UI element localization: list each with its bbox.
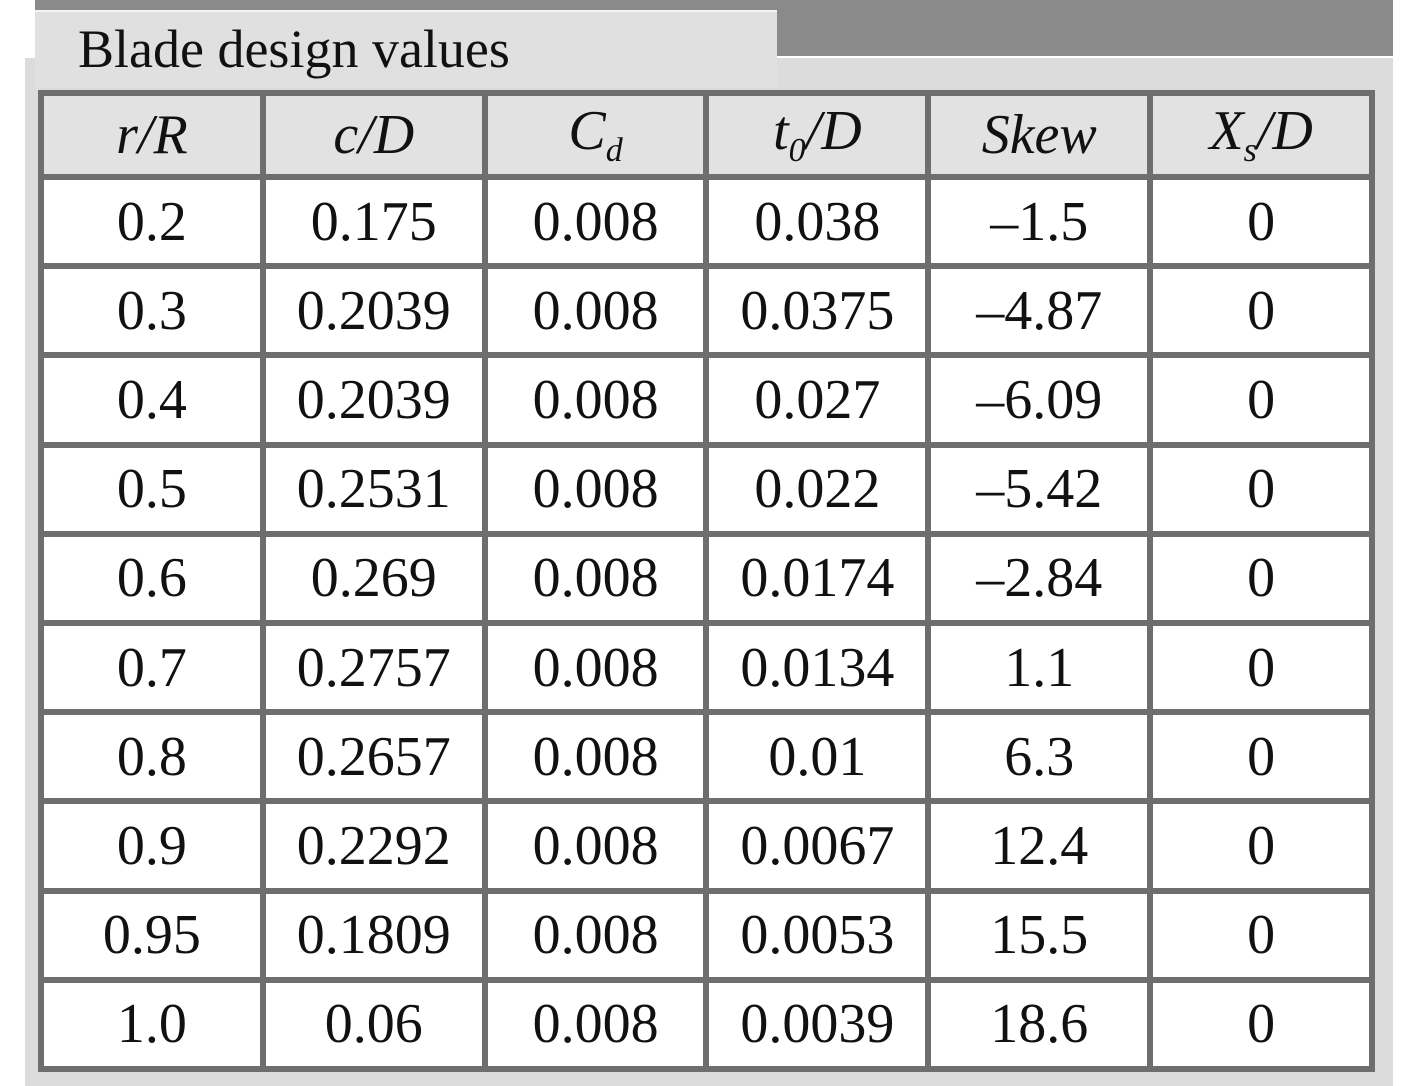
table-cell: 0.2039	[265, 358, 482, 442]
table-row: 1.0 0.06 0.008 0.0039 18.6 0	[44, 982, 1369, 1066]
table-cell: 0	[1153, 804, 1369, 888]
table-cell: 0.175	[265, 180, 482, 264]
table-cell: 0	[1153, 269, 1369, 353]
table-cell: –5.42	[931, 447, 1148, 531]
header-text: t	[773, 100, 789, 163]
title: Blade design values	[78, 19, 510, 79]
table-row: 0.5 0.2531 0.008 0.022 –5.42 0	[44, 447, 1369, 531]
table-cell: –1.5	[931, 180, 1148, 264]
table-cell: 0.2757	[265, 625, 482, 710]
table-cell: 0.5	[44, 447, 260, 531]
table-cell: 0.027	[709, 358, 926, 442]
table-cell: –2.84	[931, 536, 1148, 620]
table-cell: 0	[1153, 625, 1369, 710]
table-cell: 0	[1153, 982, 1369, 1066]
table-cell: 0.2531	[265, 447, 482, 531]
table-row: 0.8 0.2657 0.008 0.01 6.3 0	[44, 715, 1369, 799]
header-cell: Cd	[487, 96, 704, 174]
table-cell: 0.008	[487, 982, 704, 1066]
table-cell: 0.008	[487, 804, 704, 888]
table-row: 0.3 0.2039 0.008 0.0375 –4.87 0	[44, 269, 1369, 353]
header-text: Skew	[981, 104, 1097, 166]
table-cell: 0.2039	[265, 269, 482, 353]
table-cell: 0	[1153, 893, 1369, 977]
table-row: 0.9 0.2292 0.008 0.0067 12.4 0	[44, 804, 1369, 888]
table-row: 0.4 0.2039 0.008 0.027 –6.09 0	[44, 358, 1369, 442]
header-text: X	[1209, 100, 1244, 163]
table-header: r/R c/D Cd t0/D Skew Xs/D	[44, 96, 1369, 174]
table-cell: 0.95	[44, 893, 260, 977]
table-cell: 0.06	[265, 982, 482, 1066]
table-cell: 0.008	[487, 715, 704, 799]
table-cell: 0.0375	[709, 269, 926, 353]
table-row: 0.7 0.2757 0.008 0.0134 1.1 0	[44, 625, 1369, 710]
table-cell: 0.008	[487, 536, 704, 620]
table-row: 0.95 0.1809 0.008 0.0053 15.5 0	[44, 893, 1369, 977]
table-cell: 0.022	[709, 447, 926, 531]
table-cell: –4.87	[931, 269, 1148, 353]
table-cell: 6.3	[931, 715, 1148, 799]
table-cell: 0.7	[44, 625, 260, 710]
header-suffix: /D	[1256, 100, 1313, 163]
table-cell: 0.01	[709, 715, 926, 799]
table-cell: 0.0039	[709, 982, 926, 1066]
table-cell: 0.038	[709, 180, 926, 264]
table-row: 0.2 0.175 0.008 0.038 –1.5 0	[44, 180, 1369, 264]
table: r/R c/D Cd t0/D Skew Xs/D 0.2 0.175 0.008 0.038–…	[38, 90, 1375, 1072]
table-cell: 0.0174	[709, 536, 926, 620]
table-cell: 0.2657	[265, 715, 482, 799]
table-cell: 0.8	[44, 715, 260, 799]
table-cell: 0.0067	[709, 804, 926, 888]
table-cell: 0	[1153, 180, 1369, 264]
table-cell: 0.2292	[265, 804, 482, 888]
header-text: C	[568, 100, 606, 163]
header-text: c/D	[333, 104, 415, 166]
table-cell: 0.008	[487, 447, 704, 531]
table-cell: 0.3	[44, 269, 260, 353]
table-cell: 0.0053	[709, 893, 926, 977]
tab	[35, 10, 777, 88]
header-cell: Skew	[931, 96, 1148, 174]
table-cell: 0.0134	[709, 625, 926, 710]
header-subscript: s	[1243, 132, 1257, 170]
table-cell: 15.5	[931, 893, 1148, 977]
table-cell: 0.9	[44, 804, 260, 888]
header-cell: t0/D	[709, 96, 926, 174]
table-cell: 0.008	[487, 180, 704, 264]
table-row: 0.6 0.269 0.008 0.0174 –2.84 0	[44, 536, 1369, 620]
table-cell: 0	[1153, 447, 1369, 531]
table-cell: 0	[1153, 715, 1369, 799]
table-cell: 0.008	[487, 358, 704, 442]
table-cell: 0	[1153, 358, 1369, 442]
header-cell: c/D	[265, 96, 482, 174]
table-cell: 12.4	[931, 804, 1148, 888]
table-cell: 0.4	[44, 358, 260, 442]
table-cell: 0.008	[487, 893, 704, 977]
table-cell: 0.2	[44, 180, 260, 264]
header-cell: r/R	[44, 96, 260, 174]
table-cell: 0.1809	[265, 893, 482, 977]
table-cell: 1.0	[44, 982, 260, 1066]
header-suffix: /D	[805, 100, 862, 163]
table-cell: 1.1	[931, 625, 1148, 710]
table-cell: –6.09	[931, 358, 1148, 442]
header-cell: Xs/D	[1153, 96, 1369, 174]
header-row: r/R c/D Cd t0/D Skew Xs/D	[44, 96, 1369, 174]
table-body: 0.2 0.175 0.008 0.038 –1.5 0 0.3 0.2039 0.008 0.0…	[44, 180, 1369, 1066]
table-cell: 0.008	[487, 269, 704, 353]
table-cell: 18.6	[931, 982, 1148, 1066]
header-text: r/R	[116, 104, 188, 166]
table-cell: 0.269	[265, 536, 482, 620]
header-subscript: d	[605, 132, 623, 170]
table-cell: 0.6	[44, 536, 260, 620]
table-cell: 0	[1153, 536, 1369, 620]
header-subscript: 0	[788, 132, 806, 170]
table-cell: 0.008	[487, 625, 704, 710]
